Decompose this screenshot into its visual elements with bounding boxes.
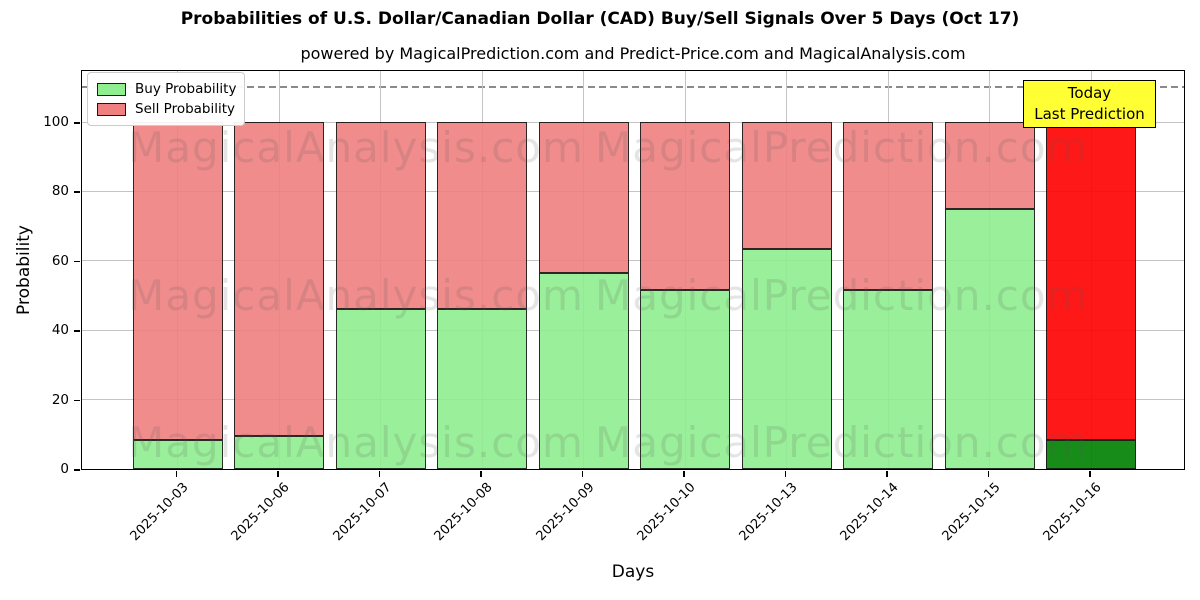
gridline-horizontal: [82, 399, 1184, 401]
gridline-horizontal: [82, 190, 1184, 192]
watermark-text: MagicalAnalysis.com: [128, 418, 584, 467]
y-tick-label: 0: [60, 461, 69, 477]
watermark-text: MagicalPrediction.com: [595, 271, 1089, 320]
chart-title: Probabilities of U.S. Dollar/Canadian Do…: [180, 9, 1020, 29]
gridline-horizontal: [82, 260, 1184, 262]
bar-segment-buy: [640, 290, 731, 469]
bar-segment-sell: [944, 122, 1035, 209]
bar-segment-buy: [335, 309, 426, 469]
bar-group: [538, 122, 629, 469]
watermark-text: MagicalAnalysis.com: [128, 123, 584, 172]
x-tick: [175, 471, 178, 477]
legend-swatch-buy: [97, 82, 126, 96]
legend-item-sell: Sell Probability: [97, 99, 235, 119]
bar-group: [234, 122, 325, 469]
y-tick-label: 40: [51, 322, 69, 339]
bar-group: [640, 122, 731, 469]
y-tick-label: 80: [51, 183, 69, 200]
bar-segment-buy: [234, 436, 325, 469]
today-annotation-box: Today Last Prediction: [1023, 80, 1156, 128]
x-axis-label: Days: [611, 562, 655, 582]
legend-label-buy: Buy Probability: [135, 81, 237, 97]
bar-segment-buy: [1046, 439, 1137, 469]
watermark-text: MagicalAnalysis.com: [128, 271, 584, 320]
bar-segment-sell: [132, 122, 223, 440]
y-tick-label: 60: [51, 252, 69, 269]
bar-group: [741, 122, 832, 469]
bar-group: [132, 122, 223, 469]
y-tick-label: 20: [51, 391, 69, 408]
x-tick: [1089, 471, 1091, 477]
x-tick: [277, 471, 279, 477]
gridline-horizontal: [82, 329, 1184, 331]
y-tick: [74, 399, 80, 402]
bar-segment-sell: [335, 122, 426, 310]
x-tick: [886, 471, 888, 477]
bar-segment-sell: [538, 122, 629, 273]
bar-segment-buy: [437, 309, 528, 469]
threshold-dashed-line: [82, 86, 1184, 89]
y-axis-label: Probability: [14, 225, 34, 315]
bar-segment-sell: [1046, 122, 1137, 440]
bar-segment-sell: [234, 122, 325, 437]
bar-segment-buy: [944, 208, 1035, 469]
bar-group: [944, 122, 1035, 469]
y-tick: [74, 191, 80, 193]
legend: Buy Probability Sell Probability: [87, 72, 245, 126]
plot-area: [81, 70, 1185, 470]
legend-label-sell: Sell Probability: [135, 101, 236, 117]
x-tick: [480, 471, 482, 477]
x-tick: [581, 471, 584, 477]
y-tick: [74, 330, 80, 332]
bar-segment-buy: [538, 273, 629, 469]
bar-segment-sell: [640, 122, 731, 291]
bar-segment-buy: [132, 439, 223, 469]
bar-group: [335, 122, 426, 469]
y-tick: [74, 469, 80, 471]
x-tick: [378, 471, 381, 477]
legend-item-buy: Buy Probability: [97, 79, 237, 99]
chart-subtitle: powered by MagicalPrediction.com and Pre…: [300, 44, 966, 63]
y-tick-label: 100: [43, 114, 69, 131]
bar-segment-sell: [741, 122, 832, 249]
bar-group: [437, 122, 528, 469]
x-tick: [987, 471, 990, 477]
today-annotation-line2: Last Prediction: [1034, 105, 1145, 123]
bar-group: [1046, 122, 1137, 469]
bar-segment-sell: [437, 122, 528, 310]
bar-segment-sell: [843, 122, 934, 291]
x-tick: [784, 471, 787, 477]
legend-swatch-sell: [97, 102, 126, 116]
today-annotation-line1: Today: [1067, 84, 1112, 102]
watermark-text: MagicalPrediction.com: [595, 123, 1089, 172]
gridline-horizontal: [82, 121, 1184, 123]
bar-group: [843, 122, 934, 469]
x-tick: [683, 471, 685, 477]
bar-segment-buy: [843, 290, 934, 469]
y-tick: [74, 260, 80, 263]
bar-segment-buy: [741, 248, 832, 469]
y-tick: [74, 122, 80, 124]
watermark-text: MagicalPrediction.com: [595, 418, 1089, 467]
